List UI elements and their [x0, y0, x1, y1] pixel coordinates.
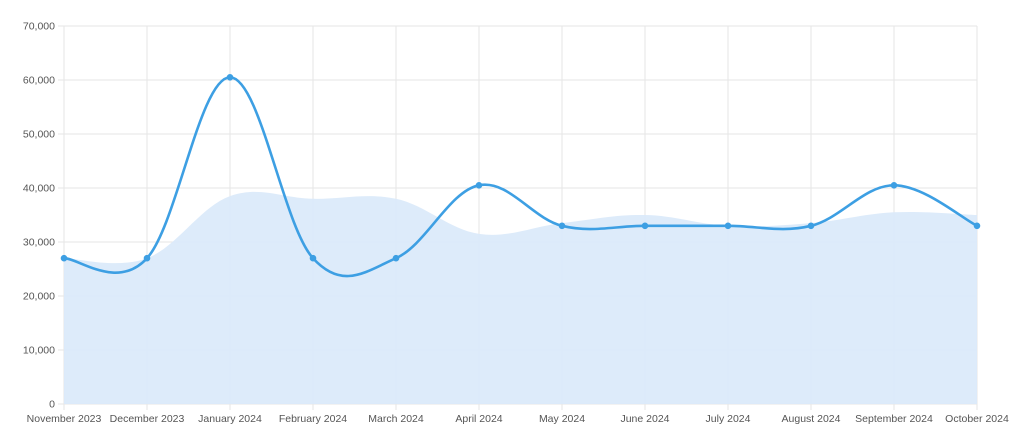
data-point[interactable]: [890, 182, 898, 189]
data-point[interactable]: [973, 222, 981, 230]
x-tick-label: August 2024: [782, 413, 841, 425]
y-tick-label: 0: [49, 399, 55, 411]
y-tick-label: 40,000: [23, 183, 55, 195]
data-point[interactable]: [309, 254, 317, 262]
y-tick-label: 30,000: [23, 237, 55, 249]
area-series-layer: [64, 191, 977, 404]
x-tick-label: April 2024: [455, 413, 502, 425]
data-point[interactable]: [641, 222, 649, 230]
y-tick-label: 50,000: [23, 129, 55, 141]
data-point[interactable]: [226, 74, 234, 81]
data-point[interactable]: [558, 222, 566, 230]
x-tick-label: February 2024: [279, 413, 347, 425]
x-tick-label: May 2024: [539, 413, 585, 425]
data-point[interactable]: [392, 254, 400, 262]
x-tick-label: July 2024: [706, 413, 751, 425]
x-tick-label: March 2024: [368, 413, 424, 425]
data-point[interactable]: [143, 254, 151, 262]
data-point[interactable]: [475, 182, 483, 189]
data-point[interactable]: [724, 222, 732, 230]
y-tick-label: 20,000: [23, 291, 55, 303]
x-tick-label: June 2024: [620, 413, 669, 425]
y-tick-label: 10,000: [23, 345, 55, 357]
x-tick-label: December 2023: [110, 413, 185, 425]
y-axis-tick-labels: 0 10,000 20,000 30,000 40,000 50,000 60,000 70,…: [23, 21, 55, 411]
x-tick-label: November 2023: [27, 413, 102, 425]
x-tick-label: October 2024: [945, 413, 1009, 425]
y-tick-label: 70,000: [23, 21, 55, 33]
data-point[interactable]: [807, 222, 815, 230]
area-series: [64, 191, 977, 404]
line-series-layer: [60, 74, 981, 278]
x-tick-label: September 2024: [855, 413, 933, 425]
x-axis-tick-labels: November 2023 December 2023 January 2024 Fe…: [27, 413, 1009, 425]
y-tick-label: 60,000: [23, 75, 55, 87]
x-tick-label: January 2024: [198, 413, 262, 425]
data-point[interactable]: [60, 254, 68, 262]
